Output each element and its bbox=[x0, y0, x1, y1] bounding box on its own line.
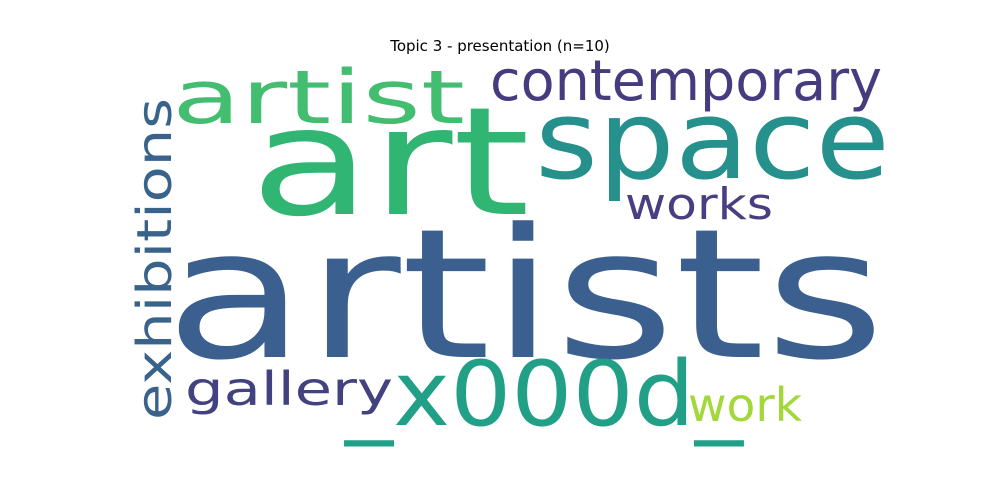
word-artist: artist bbox=[172, 55, 465, 141]
chart-title: Topic 3 - presentation (n=10) bbox=[390, 37, 610, 55]
word-gallery: gallery bbox=[185, 362, 393, 416]
word-space: space bbox=[535, 76, 890, 204]
word-exhibitions: exhibitions bbox=[127, 98, 183, 420]
word-work: work bbox=[688, 378, 802, 432]
word-artists: artists bbox=[165, 191, 885, 400]
word-x000d: _x000d_ bbox=[344, 342, 744, 447]
word-art: art bbox=[250, 76, 530, 250]
word-contemporary: contemporary bbox=[490, 49, 882, 114]
word-works: works bbox=[625, 179, 773, 230]
